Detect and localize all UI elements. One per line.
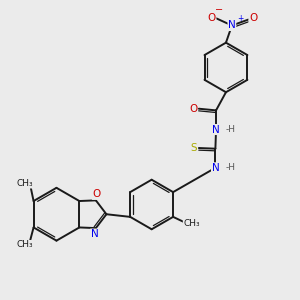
Text: -H: -H xyxy=(225,163,235,172)
Text: −: − xyxy=(214,5,223,15)
Text: O: O xyxy=(208,13,216,22)
Text: O: O xyxy=(92,189,101,200)
Text: N: N xyxy=(228,20,236,31)
Text: O: O xyxy=(249,13,257,23)
Text: N: N xyxy=(212,124,220,134)
Text: CH₃: CH₃ xyxy=(183,219,200,228)
Text: CH₃: CH₃ xyxy=(16,240,33,249)
Text: -H: -H xyxy=(226,125,236,134)
Text: N: N xyxy=(212,163,219,173)
Text: N: N xyxy=(91,229,98,239)
Text: O: O xyxy=(189,104,197,114)
Text: S: S xyxy=(190,143,196,153)
Text: +: + xyxy=(237,14,243,23)
Text: CH₃: CH₃ xyxy=(17,179,33,188)
